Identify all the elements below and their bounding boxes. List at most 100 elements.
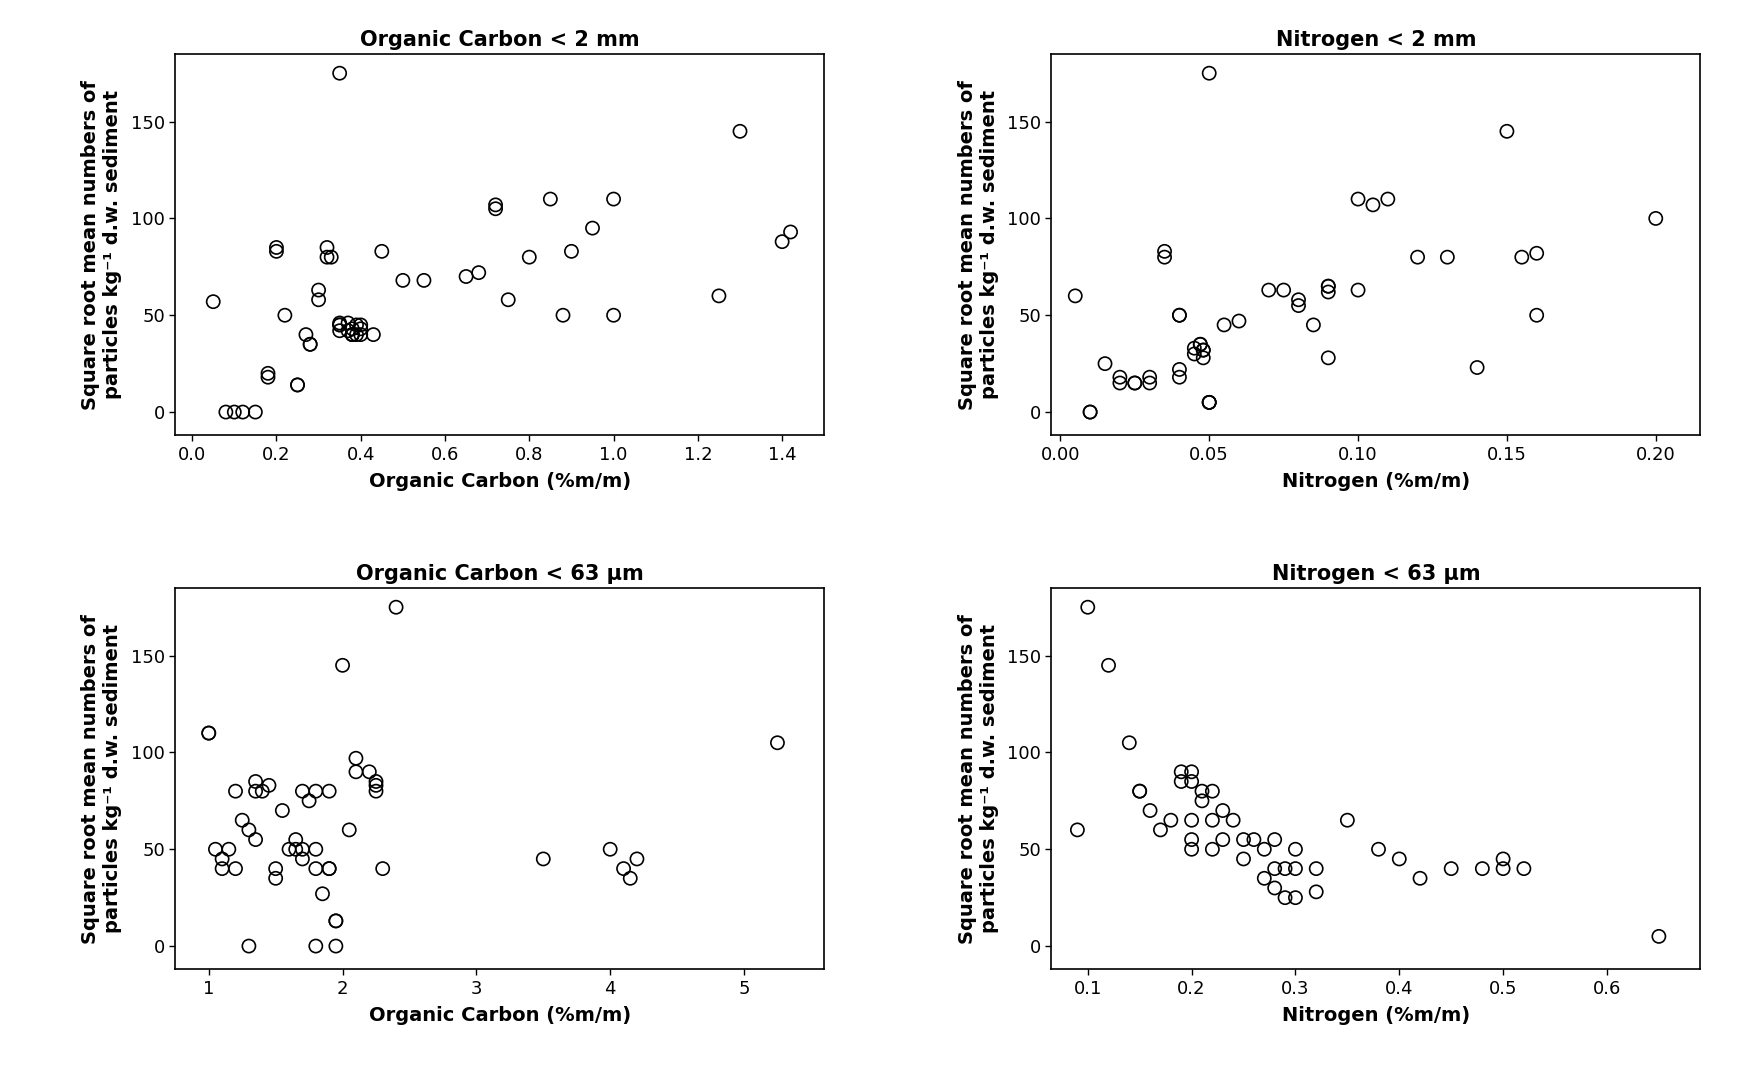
Point bbox=[549, 307, 577, 324]
Point bbox=[289, 841, 317, 858]
Point bbox=[293, 326, 321, 344]
Point bbox=[1178, 764, 1206, 781]
Point bbox=[328, 657, 356, 674]
Point bbox=[1437, 861, 1466, 878]
Point bbox=[1196, 65, 1224, 82]
Point bbox=[1125, 783, 1153, 800]
Point bbox=[1157, 812, 1185, 829]
Point bbox=[1406, 870, 1434, 887]
Point bbox=[1385, 851, 1413, 868]
Point bbox=[200, 293, 228, 310]
Point bbox=[1508, 249, 1536, 266]
Point bbox=[296, 336, 324, 353]
Point bbox=[284, 376, 312, 393]
Point bbox=[209, 861, 237, 878]
Point bbox=[1075, 599, 1103, 616]
Point bbox=[1196, 394, 1224, 411]
Point bbox=[338, 326, 366, 344]
Point bbox=[777, 223, 805, 240]
Point bbox=[1364, 841, 1392, 858]
Point bbox=[1166, 307, 1194, 324]
Point bbox=[1260, 831, 1288, 849]
Point bbox=[314, 249, 342, 266]
Point bbox=[1302, 883, 1331, 900]
Point bbox=[1178, 831, 1206, 849]
Point bbox=[268, 802, 296, 820]
Point bbox=[1643, 210, 1671, 227]
Point bbox=[335, 822, 363, 839]
Point bbox=[536, 191, 564, 208]
Point bbox=[272, 307, 300, 324]
X-axis label: Organic Carbon (%m/m): Organic Carbon (%m/m) bbox=[368, 1006, 631, 1025]
Point bbox=[228, 812, 256, 829]
Point bbox=[452, 268, 480, 285]
Point bbox=[1178, 841, 1206, 858]
Point bbox=[1260, 879, 1288, 896]
Point bbox=[212, 404, 240, 421]
Point bbox=[1178, 812, 1206, 829]
Point bbox=[1061, 288, 1089, 305]
Y-axis label: Square root mean numbers of
particles kg⁻¹ d.w. sediment: Square root mean numbers of particles kg… bbox=[81, 614, 123, 943]
Point bbox=[326, 65, 354, 82]
Point bbox=[235, 822, 263, 839]
Point bbox=[1180, 346, 1208, 363]
Point bbox=[295, 793, 323, 810]
Point bbox=[1315, 278, 1343, 295]
Point bbox=[242, 404, 270, 421]
Point bbox=[1166, 307, 1194, 324]
Point bbox=[263, 242, 291, 260]
Point bbox=[600, 307, 628, 324]
Point bbox=[305, 281, 333, 298]
Point bbox=[1269, 281, 1297, 298]
Point bbox=[302, 861, 330, 878]
Point bbox=[361, 773, 389, 791]
Point bbox=[705, 288, 733, 305]
Point bbox=[1210, 317, 1238, 334]
Point bbox=[249, 783, 277, 800]
Y-axis label: Square root mean numbers of
particles kg⁻¹ d.w. sediment: Square root mean numbers of particles kg… bbox=[81, 80, 123, 409]
Point bbox=[1464, 359, 1492, 376]
Point bbox=[314, 239, 342, 256]
Point bbox=[610, 861, 638, 878]
Point bbox=[596, 841, 624, 858]
Point bbox=[1106, 375, 1134, 392]
Point bbox=[726, 123, 754, 140]
Point bbox=[1250, 870, 1278, 887]
Point bbox=[1106, 368, 1134, 386]
Point bbox=[1189, 341, 1217, 359]
Point bbox=[316, 783, 344, 800]
Point bbox=[302, 841, 330, 858]
Point bbox=[1218, 812, 1246, 829]
Point bbox=[1094, 657, 1122, 674]
Y-axis label: Square root mean numbers of
particles kg⁻¹ d.w. sediment: Square root mean numbers of particles kg… bbox=[957, 80, 999, 409]
X-axis label: Organic Carbon (%m/m): Organic Carbon (%m/m) bbox=[368, 472, 631, 491]
Point bbox=[482, 196, 510, 213]
Point bbox=[1210, 831, 1238, 849]
Point bbox=[361, 783, 389, 800]
Point bbox=[221, 404, 249, 421]
Point bbox=[1345, 281, 1373, 298]
Point bbox=[284, 376, 312, 393]
Point bbox=[296, 336, 324, 353]
Point bbox=[763, 735, 791, 752]
Y-axis label: Square root mean numbers of
particles kg⁻¹ d.w. sediment: Square root mean numbers of particles kg… bbox=[957, 614, 999, 943]
Point bbox=[195, 725, 223, 742]
Point bbox=[338, 326, 366, 344]
Point bbox=[557, 242, 586, 260]
Point bbox=[317, 249, 345, 266]
Point bbox=[1315, 349, 1343, 366]
Point bbox=[235, 937, 263, 954]
Point bbox=[1189, 341, 1217, 359]
Point bbox=[1090, 355, 1118, 373]
Point bbox=[1187, 336, 1215, 353]
Point bbox=[335, 314, 363, 332]
Point bbox=[1299, 317, 1327, 334]
Point bbox=[335, 322, 363, 339]
Point bbox=[275, 841, 303, 858]
Point bbox=[347, 320, 375, 337]
Point bbox=[1271, 889, 1299, 906]
Point bbox=[1509, 861, 1537, 878]
Point bbox=[316, 861, 344, 878]
Point bbox=[1239, 831, 1267, 849]
Point bbox=[323, 912, 351, 929]
